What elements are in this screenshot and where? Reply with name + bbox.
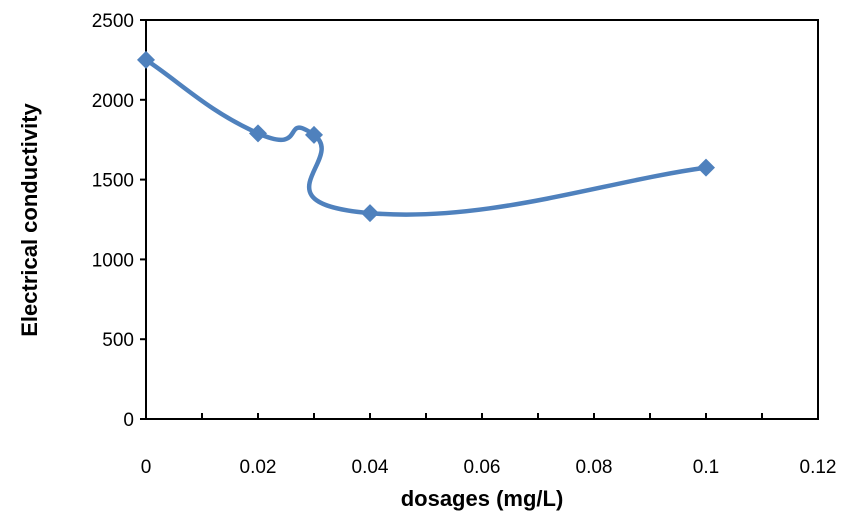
plot-frame: [145, 19, 819, 420]
data-point-marker: [137, 50, 155, 69]
y-axis-title: Electrical conductivity: [17, 102, 42, 336]
y-tick-label: 500: [102, 330, 134, 351]
data-point-marker: [249, 124, 267, 143]
y-tick-label: 2500: [92, 11, 134, 32]
x-tick-label: 0.02: [240, 457, 277, 478]
data-point-marker: [361, 204, 379, 223]
y-axis-ticks: 0 500 1000 1500 2000 2500: [92, 11, 146, 431]
x-tick-label: 0.1: [693, 457, 719, 478]
y-tick-label: 0: [123, 410, 134, 431]
x-tick-label: 0.12: [800, 457, 837, 478]
series-line: [143, 57, 709, 217]
y-tick-label: 2000: [92, 91, 134, 112]
plot-area: [145, 19, 819, 420]
data-point-marker: [697, 158, 715, 177]
y-tick-label: 1500: [92, 171, 134, 192]
x-tick-label: 0.08: [576, 457, 613, 478]
x-axis-title: dosages (mg/L): [401, 486, 564, 511]
x-tick-label: 0: [141, 457, 152, 478]
x-axis-ticks: 0 0.02 0.04 0.06 0.08 0.1 0.12: [141, 413, 837, 478]
x-tick-label: 0.06: [464, 457, 501, 478]
y-tick-label: 1000: [92, 250, 134, 271]
data-point-marker: [305, 125, 323, 144]
series-layer: [137, 50, 715, 223]
x-tick-label: 0.04: [352, 457, 389, 478]
